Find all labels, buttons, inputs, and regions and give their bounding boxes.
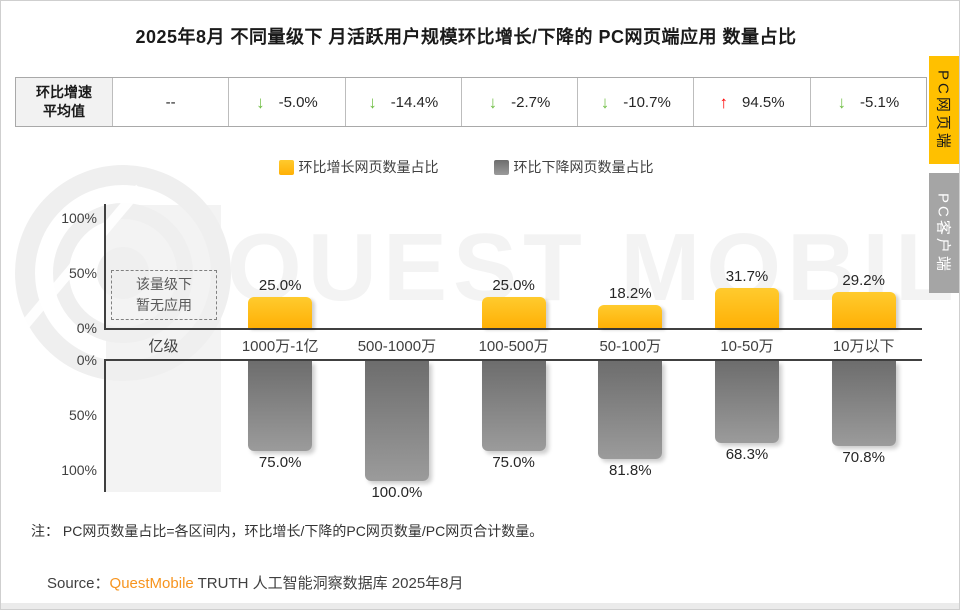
no-data-callout: 该量级下 暂无应用 [111, 270, 217, 320]
y-tick-label: 0% [76, 352, 97, 368]
growth-bar-group: 18.2% [572, 218, 689, 328]
growth-bar[interactable] [715, 288, 779, 328]
avg-rate-cell: -- [112, 78, 228, 126]
avg-rate-cell: ↑ 94.5% [693, 78, 809, 126]
decline-bar-group: 70.8% [805, 361, 922, 466]
avg-rate-value: -- [165, 93, 176, 111]
page-title: 2025年8月 不同量级下 月活跃用户规模环比增长/下降的 PC网页端应用 数量… [135, 27, 797, 47]
y-tick-label: 100% [61, 462, 97, 478]
growth-bar-group: 31.7% [689, 218, 806, 328]
source-brand: QuestMobile [109, 575, 194, 592]
footnote: 注： PC网页数量占比=各区间内，环比增长/下降的PC网页数量/PC网页合计数量… [31, 523, 544, 539]
no-data-line1: 该量级下 [136, 276, 192, 292]
avg-rate-value: -14.4% [390, 93, 439, 111]
bottom-baseline [104, 359, 922, 361]
tab-pc-web[interactable]: PC网页端 [929, 56, 959, 164]
trend-arrow-icon: ↓ [256, 92, 265, 112]
trend-arrow-icon: ↓ [488, 92, 498, 112]
source-rest: TRUTH 人工智能洞察数据库 2025年8月 [193, 575, 464, 592]
decline-bar[interactable] [831, 361, 896, 446]
legend-item-decline: 环比下降网页数量占比 [493, 157, 654, 177]
tab-pc-client[interactable]: PC客户端 [929, 173, 959, 293]
avg-growth-rate-table: 环比增速 平均值 -- ↓ -5.0% ↓ -14.4% ↓ -2.7% ↓ -… [15, 77, 927, 127]
top-baseline [104, 328, 922, 330]
y-tick-label: 0% [76, 320, 97, 336]
y-tick-label: 50% [68, 265, 97, 281]
avg-rate-value: -2.7% [511, 93, 551, 111]
category-label: 亿级 [148, 338, 179, 355]
trend-arrow-icon: ↑ [719, 92, 729, 112]
decline-bar[interactable] [364, 361, 429, 481]
growth-swatch-icon [278, 159, 294, 175]
decline-bar-group: 75.0% [455, 361, 572, 471]
category-label: 50-100万 [599, 338, 662, 355]
decline-value-label: 81.8% [609, 462, 652, 480]
top-y-axis-line [104, 204, 106, 329]
growth-bar[interactable] [598, 305, 663, 328]
avg-rate-cell: ↓ -10.7% [577, 78, 693, 126]
growth-bar[interactable] [831, 291, 896, 328]
avg-rate-cell: ↓ -14.4% [344, 78, 461, 126]
decline-value-label: 70.8% [842, 449, 885, 466]
y-tick-label: 100% [61, 210, 97, 226]
decline-bar-group: 81.8% [572, 361, 689, 479]
table-row-header: 环比增速 平均值 [16, 78, 112, 126]
row-header-line2: 平均值 [43, 103, 85, 119]
growth-value-label: 31.7% [725, 268, 769, 286]
decline-bar-group: 100.0% [338, 361, 455, 501]
growth-value-label: 25.0% [492, 276, 535, 294]
decline-bar[interactable] [248, 361, 313, 451]
decline-swatch-icon [493, 159, 509, 175]
category-label: 1000万-1亿 [241, 338, 319, 355]
avg-rate-cell: ↓ -5.0% [228, 78, 344, 126]
decline-value-label: 75.0% [492, 454, 535, 471]
growth-bar[interactable] [248, 296, 313, 328]
category-label: 500-1000万 [357, 338, 437, 355]
avg-rate-value: -10.7% [623, 93, 671, 111]
decline-value-label: 75.0% [258, 454, 302, 471]
category-label: 10万以下 [832, 338, 895, 355]
avg-rate-value: 94.5% [742, 93, 785, 111]
growth-value-label: 18.2% [609, 285, 652, 303]
decline-bar[interactable] [481, 361, 546, 451]
avg-rate-cell: ↓ -2.7% [460, 78, 577, 126]
decline-value-label: 68.3% [725, 446, 769, 463]
no-data-line2: 暂无应用 [136, 297, 192, 313]
category-label: 100-500万 [478, 338, 549, 355]
y-tick-label: 50% [68, 407, 97, 423]
legend-growth-label: 环比增长网页数量占比 [298, 159, 439, 175]
avg-rate-cell: ↓ -5.1% [809, 78, 926, 126]
avg-rate-value: -5.0% [278, 93, 318, 111]
bottom-y-axis-line [104, 359, 106, 492]
growth-bar[interactable] [481, 296, 546, 328]
growth-bar-group: 25.0% [222, 218, 339, 328]
trend-arrow-icon: ↓ [368, 92, 377, 112]
growth-bar-group: 29.2% [805, 218, 922, 328]
chart-legend: 环比增长网页数量占比 环比下降网页数量占比 [1, 157, 931, 177]
page-bottom-strip [1, 603, 959, 609]
source-line: Source：QuestMobile TRUTH 人工智能洞察数据库 2025年… [47, 572, 464, 593]
legend-item-growth: 环比增长网页数量占比 [278, 157, 439, 177]
growth-value-label: 29.2% [842, 271, 885, 289]
trend-arrow-icon: ↓ [600, 92, 610, 112]
growth-bar-group: 25.0% [455, 218, 572, 328]
legend-decline-label: 环比下降网页数量占比 [513, 159, 654, 175]
trend-arrow-icon: ↓ [837, 92, 846, 112]
decline-bar-group: 75.0% [222, 361, 339, 471]
growth-value-label: 25.0% [258, 276, 302, 294]
row-header-line1: 环比增速 [36, 84, 92, 101]
decline-bar[interactable] [715, 361, 779, 443]
source-label: Source： [47, 575, 110, 592]
category-label: 10-50万 [720, 338, 774, 355]
decline-value-label: 100.0% [371, 484, 423, 501]
decline-bar[interactable] [598, 361, 663, 460]
avg-rate-value: -5.1% [859, 93, 900, 111]
decline-bar-group: 68.3% [689, 361, 806, 463]
